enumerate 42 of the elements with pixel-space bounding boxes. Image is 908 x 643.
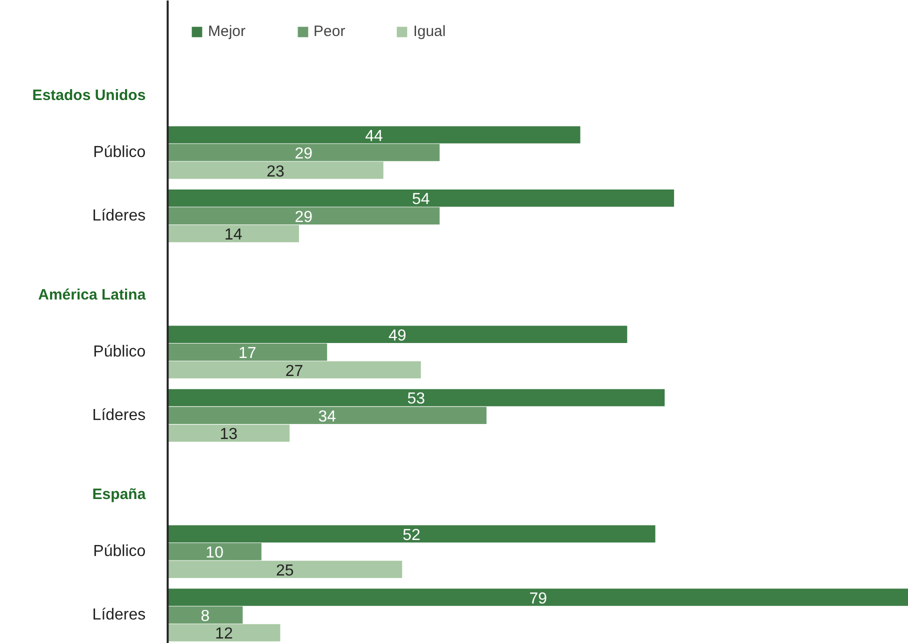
data-label: 54 bbox=[412, 191, 430, 208]
data-label: 13 bbox=[220, 426, 238, 444]
bar bbox=[168, 126, 580, 144]
data-label: 17 bbox=[238, 345, 256, 362]
data-label: 14 bbox=[224, 226, 242, 244]
bar bbox=[168, 162, 384, 179]
bar bbox=[168, 588, 908, 606]
y-tick-label: Público bbox=[93, 344, 146, 361]
data-label: 8 bbox=[200, 608, 210, 625]
data-label: 29 bbox=[294, 146, 313, 163]
bar bbox=[168, 343, 328, 361]
bar bbox=[168, 361, 421, 378]
data-label: 25 bbox=[276, 562, 294, 580]
legend-label: Mejor bbox=[208, 23, 246, 40]
legend-label: Peor bbox=[314, 23, 346, 40]
y-tick-label: Público bbox=[93, 543, 146, 560]
y-tick-label: América Latina bbox=[38, 286, 146, 304]
legend-label: Igual bbox=[413, 23, 446, 40]
bar bbox=[168, 389, 665, 406]
data-label: 27 bbox=[285, 362, 304, 380]
y-tick-label: Líderes bbox=[92, 207, 146, 224]
bar bbox=[168, 624, 280, 642]
data-label: 23 bbox=[266, 163, 285, 180]
bar bbox=[168, 406, 487, 424]
data-label: 79 bbox=[529, 590, 548, 608]
bar bbox=[168, 326, 628, 343]
y-tick-label: Líderes bbox=[92, 406, 146, 424]
data-label: 53 bbox=[407, 390, 426, 408]
bar bbox=[168, 144, 440, 162]
data-label: 49 bbox=[388, 327, 406, 344]
y-tick-label: Líderes bbox=[92, 606, 146, 624]
data-label: 52 bbox=[402, 526, 420, 544]
bar bbox=[168, 424, 290, 442]
data-label: 34 bbox=[318, 408, 336, 426]
bar bbox=[168, 606, 243, 624]
data-label: 12 bbox=[215, 626, 233, 643]
data-label: 44 bbox=[365, 128, 383, 145]
y-tick-label: España bbox=[92, 486, 146, 504]
y-tick-label: Público bbox=[93, 144, 146, 162]
y-tick-label: Estados Unidos bbox=[32, 87, 146, 104]
data-label: 10 bbox=[206, 544, 224, 562]
data-label: 29 bbox=[294, 208, 313, 226]
